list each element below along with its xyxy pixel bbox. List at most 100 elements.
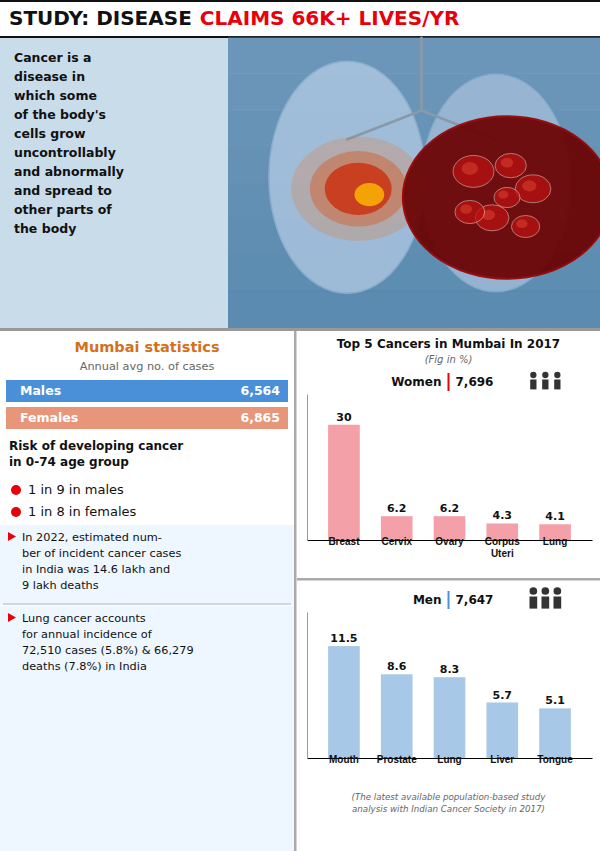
x-tick-label: Lung (543, 536, 567, 547)
illustration-shade (228, 290, 600, 328)
people-icon (530, 372, 560, 390)
risk-line: 1 in 8 in females (28, 504, 137, 519)
risk-line-line: 1 in 8 in females (28, 504, 137, 519)
chart-separator (297, 578, 600, 581)
x-tick: Mouth (329, 754, 359, 765)
risk-bullet (11, 507, 21, 517)
y-axis (307, 395, 308, 541)
footnote-line: analysis with Indian Cancer Society in 2… (352, 804, 545, 814)
group-separator (448, 591, 450, 609)
x-tick-label-line: Breast (328, 536, 360, 547)
cases-value-line: 6,564 (240, 383, 280, 398)
info-text-line: 9 lakh deaths (22, 579, 99, 592)
x-tick-label: Cervix (381, 536, 412, 547)
data-label: 5.1 (545, 694, 565, 707)
bar (486, 703, 518, 758)
bar (328, 646, 360, 758)
cases-label-line: Males (20, 383, 61, 398)
info-text-line: ber of incident cancer cases (22, 547, 181, 560)
x-tick-label-line: Uteri (491, 548, 514, 559)
risk-line: 1 in 9 in males (28, 482, 124, 497)
tumor-glow (325, 163, 392, 215)
cancer-cell (515, 175, 551, 203)
description-line: cells grow (14, 126, 86, 141)
group-count: 7,647 (456, 593, 494, 607)
description-line: which some (14, 88, 97, 103)
group-label: Women (391, 375, 441, 389)
mumbai-subtitle: Annual avg no. of cases (80, 360, 215, 373)
bronchus (420, 38, 423, 111)
x-tick-label: Prostate (377, 754, 417, 765)
chart-subtitle-line: (Fig in %) (425, 354, 473, 365)
y-axis (307, 613, 308, 759)
bars (328, 425, 571, 540)
info-box-bg (0, 606, 294, 851)
cases-band (6, 380, 288, 402)
cases-label: Males (20, 383, 61, 398)
description-line: disease in (14, 69, 85, 84)
x-tick-label-line: Tongue (537, 754, 573, 765)
cancer-cell-inner (498, 191, 508, 199)
data-label: 8.3 (440, 663, 460, 676)
group-separator (448, 373, 450, 391)
cases-label: Females (20, 410, 78, 425)
cancer-cell (511, 215, 539, 237)
x-tick-label: Ovary (435, 536, 464, 547)
description-line: Cancer is a (14, 50, 91, 65)
cases-label-line: Females (20, 410, 78, 425)
group-count-line: 7,696 (456, 375, 494, 389)
person-icon-head (541, 587, 549, 595)
person-icon-body (553, 597, 561, 609)
person-icon-body (554, 380, 560, 390)
risk-title-line: in 0-74 age group (9, 455, 129, 469)
group-count-line: 7,647 (456, 593, 494, 607)
cancer-cell (494, 187, 520, 207)
data-label: 8.6 (387, 660, 407, 673)
footnote-line: (The latest available population-based s… (352, 792, 547, 802)
info-text-line: In 2022, estimated num- (22, 531, 162, 544)
mumbai-title: Mumbai statistics (74, 339, 219, 355)
cases-value-line: 6,865 (240, 410, 280, 425)
description-line: the body (14, 221, 76, 236)
description-line: and spread to (14, 183, 112, 198)
x-tick: Prostate (377, 754, 417, 765)
data-label: 6.2 (387, 502, 407, 515)
risk-title: Risk of developing cancerin 0-74 age gro… (9, 439, 183, 469)
bronchus (347, 111, 421, 140)
x-tick-label: CorpusUteri (485, 536, 520, 559)
info-box-bg (0, 525, 294, 605)
x-tick-label-line: Prostate (377, 754, 417, 765)
cases-value: 6,865 (240, 410, 280, 425)
person-icon-head (542, 372, 548, 378)
bar-chart: Men7,64711.58.68.35.75.1MouthProstateLun… (308, 587, 593, 814)
person-icon-head (554, 372, 560, 378)
bar (328, 425, 360, 540)
divider (0, 328, 600, 331)
x-tick-label-line: Lung (543, 536, 567, 547)
title: STUDY: DISEASECLAIMS 66K+ LIVES/YR (9, 6, 459, 30)
x-tick-label: Breast (328, 536, 360, 547)
bar (381, 674, 413, 758)
bar (434, 677, 466, 758)
info-text: Lung cancer accountsfor annual incidence… (22, 612, 194, 673)
person-icon-head (553, 587, 561, 595)
cancer-cell-inner (522, 180, 536, 191)
person-icon-head (529, 587, 537, 595)
person-icon-body (542, 380, 548, 390)
x-tick: Lung (543, 536, 567, 547)
bars (328, 646, 571, 758)
x-tick-label-line: Liver (490, 754, 514, 765)
cancer-cell (495, 153, 526, 177)
y-axis-line (307, 395, 308, 541)
x-tick-label-line: Ovary (435, 536, 464, 547)
x-tick: Cervix (381, 536, 412, 547)
illustration (228, 37, 600, 328)
x-tick-label: Tongue (537, 754, 573, 765)
data-label: 4.3 (493, 509, 513, 522)
title-rule (0, 0, 600, 2)
cases-band (6, 407, 288, 429)
data-label: 6.2 (440, 502, 460, 515)
description-line: uncontrollably (14, 145, 116, 160)
x-tick-label: Lung (437, 754, 461, 765)
x-tick-label-line: Cervix (381, 536, 412, 547)
